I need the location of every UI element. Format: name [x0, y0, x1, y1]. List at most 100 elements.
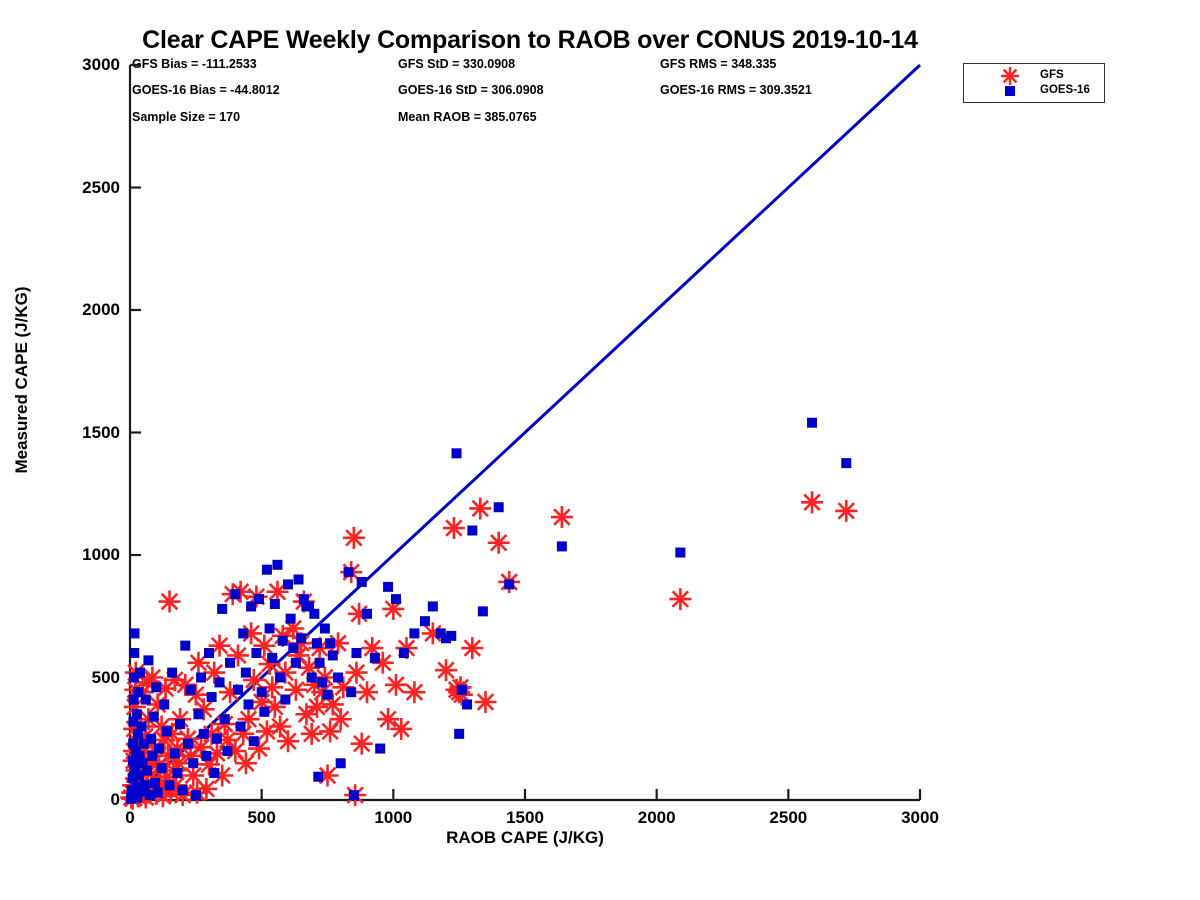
data-point-square [675, 547, 686, 558]
data-point-square [314, 657, 325, 668]
data-point-square [383, 581, 394, 592]
data-point-square [248, 736, 259, 747]
data-point-square [130, 763, 141, 774]
data-point-square [232, 684, 243, 695]
data-point-square [313, 771, 324, 782]
data-point-asterisk [403, 681, 426, 704]
data-point-asterisk [258, 653, 281, 676]
data-point-square [143, 655, 154, 666]
data-point-asterisk [390, 717, 413, 740]
data-point-asterisk [137, 708, 160, 731]
x-tick-label: 1000 [374, 808, 413, 827]
legend-label-goes-16: GOES-16 [1040, 84, 1090, 96]
data-point-square [139, 780, 150, 791]
x-tick-label: 2500 [769, 808, 808, 827]
data-point-square [275, 672, 286, 683]
data-point-square [153, 743, 164, 754]
data-point-asterisk [158, 590, 181, 613]
data-point-asterisk [348, 602, 371, 625]
data-point-square [259, 706, 270, 717]
data-point-square [193, 709, 204, 720]
data-point-square [235, 721, 246, 732]
data-point-asterisk [377, 708, 400, 731]
data-point-square [319, 623, 330, 634]
data-point-square [346, 687, 357, 698]
data-point-square [246, 601, 257, 612]
data-point-asterisk [361, 637, 384, 660]
data-point-asterisk [187, 651, 210, 674]
data-point-square [293, 574, 304, 585]
data-point-square [150, 777, 161, 788]
x-tick-label: 0 [125, 808, 135, 827]
data-point-asterisk [200, 722, 223, 745]
stat-gfs-rms: GFS RMS = 348.335 [660, 57, 777, 71]
data-point-square [175, 719, 186, 730]
data-point-square [272, 559, 283, 570]
data-point-square [362, 608, 372, 619]
data-point-square [230, 589, 241, 600]
data-point-square [164, 780, 175, 791]
y-tick-label: 3000 [82, 55, 120, 74]
data-point-square [128, 716, 139, 727]
data-point-square [188, 758, 199, 769]
data-point-asterisk [134, 725, 157, 748]
data-point-asterisk [195, 777, 218, 800]
data-point-square [322, 689, 333, 700]
data-point-asterisk [192, 698, 215, 721]
data-point-square [841, 458, 852, 469]
y-tick-label: 2000 [82, 300, 120, 319]
data-point-square [451, 448, 462, 459]
data-point-asterisk [669, 588, 692, 611]
data-point-square [128, 694, 139, 705]
data-point-square [419, 616, 430, 627]
data-point-square [180, 640, 191, 651]
data-point-square [348, 790, 359, 801]
data-point-square [144, 790, 155, 801]
data-point-asterisk [146, 693, 169, 716]
data-point-square [285, 613, 296, 624]
data-point-square [269, 599, 280, 609]
data-point-square [147, 750, 158, 761]
data-point-asterisk [174, 673, 197, 696]
data-point-square [172, 768, 183, 779]
data-point-square [182, 738, 193, 749]
data-point-square [327, 650, 338, 661]
data-point-asterisk [801, 491, 824, 514]
data-point-asterisk [284, 678, 307, 701]
data-point-asterisk [234, 752, 257, 775]
stat-gfs-std: GFS StD = 330.0908 [398, 57, 516, 71]
data-point-square [159, 699, 170, 710]
series-points-goes-16 [126, 417, 852, 804]
data-point-square [390, 594, 401, 605]
data-point-square [238, 628, 249, 639]
data-point-square [129, 628, 140, 639]
data-point-square [214, 677, 225, 688]
data-point-square [356, 576, 367, 587]
chart-title: Clear CAPE Weekly Comparison to RAOB ove… [142, 26, 918, 54]
data-point-square [142, 765, 153, 776]
data-point-square [201, 750, 212, 761]
data-point-asterisk [442, 517, 465, 540]
data-point-square [427, 601, 438, 612]
data-point-square [148, 711, 159, 722]
data-point-square [222, 746, 233, 756]
data-point-square [409, 628, 420, 639]
data-point-asterisk [277, 730, 299, 753]
data-point-square [277, 635, 288, 646]
data-point-square [131, 709, 142, 720]
data-point-asterisk [550, 506, 573, 529]
stat-goes-rms: GOES-16 RMS = 309.3521 [660, 83, 812, 97]
data-point-asterisk [229, 580, 252, 603]
y-tick-label: 1000 [82, 545, 120, 564]
data-point-asterisk [316, 764, 339, 787]
data-point-asterisk [274, 661, 297, 684]
data-point-square [317, 677, 328, 688]
data-point-asterisk [327, 632, 350, 655]
data-point-square [807, 417, 818, 428]
stat-gfs-bias: GFS Bias = -111.2533 [132, 57, 257, 71]
data-point-asterisk [154, 677, 177, 700]
data-point-square [133, 687, 144, 698]
data-point-square [185, 684, 196, 695]
data-point-asterisk [287, 644, 310, 667]
